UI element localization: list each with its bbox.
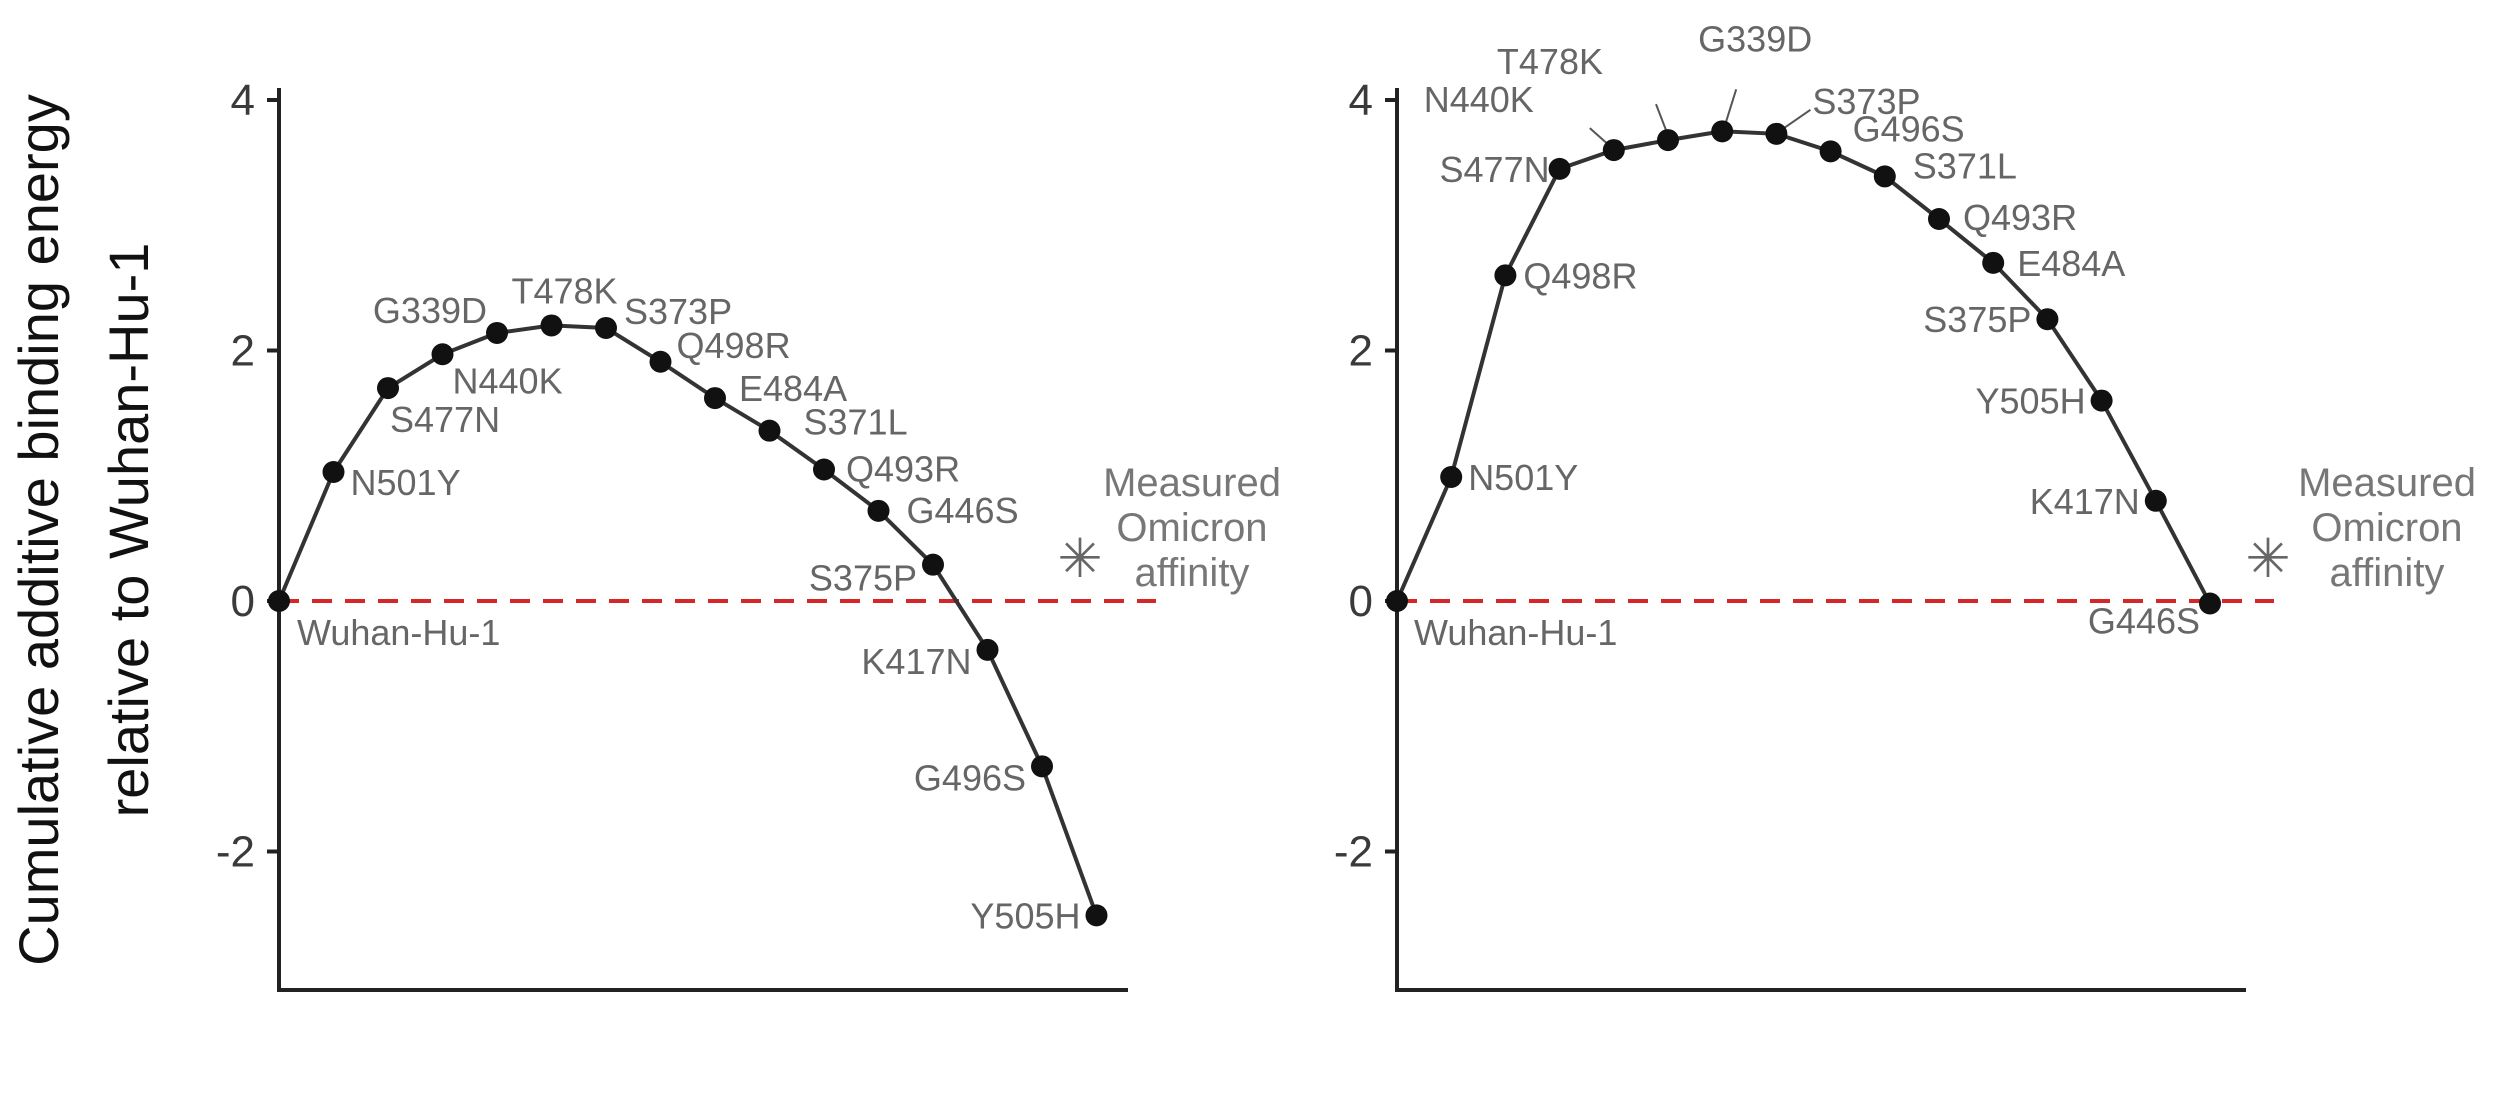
point-label: Q493R [846,448,960,489]
data-point [649,350,672,373]
point-label: G446S [2088,601,2200,642]
measured-affinity-marker: ✳ [1057,529,1102,589]
point-label: Wuhan-Hu-1 [1414,612,1617,653]
y-tick-label: 2 [231,327,255,376]
measured-affinity-label: affinity [1135,551,1250,595]
data-point [595,316,617,339]
point-label: Q498R [677,325,791,366]
data-point [2090,389,2113,412]
point-label: S371L [804,402,908,443]
point-label: S373P [1812,81,1920,122]
point-label: K417N [861,641,971,682]
point-label: S375P [809,558,917,599]
point-label: Wuhan-Hu-1 [297,612,500,653]
point-label: Y505H [1976,381,2086,422]
data-point [1440,466,1463,489]
data-point [1085,904,1108,927]
data-point [1657,129,1679,152]
point-label: N440K [1424,79,1534,120]
measured-affinity-label: Measured [1103,461,1281,505]
data-point [1873,165,1896,188]
point-label: N501Y [1468,457,1578,498]
point-label: S477N [390,399,500,440]
cumulative-energy-line [277,323,1099,917]
measured-affinity-label: Measured [2298,461,2476,505]
point-label: S375P [1923,299,2031,340]
data-point [1031,755,1053,778]
point-label: Q493R [1963,197,2077,238]
data-point [976,638,999,661]
measured-affinity-label: Omicron [1116,506,1267,550]
y-axis-label-line-2: relative to Wuhan-Hu-1 [97,243,160,818]
data-point [2144,489,2167,512]
point-label: S477N [1440,149,1550,190]
data-point [922,553,944,576]
point-label: T478K [512,270,618,311]
data-point [1982,251,2005,274]
panel-right: -2 0 2 4 Wuhan-Hu-1 N501Y Q498R S477N N440KT478K… [1334,18,2476,992]
label-leader-line [1725,89,1738,122]
measured-affinity-label: Omicron [2311,506,2462,550]
label-leader-line [1655,103,1667,131]
label-leader-line [1783,108,1811,129]
data-point [2036,308,2059,331]
data-point [322,460,345,483]
point-label: G496S [1853,108,1965,149]
data-point [1928,207,1950,230]
y-axis-label-line-1: Cumulative additive binding energy [7,94,70,966]
point-label: N501Y [351,462,461,503]
data-point [1819,140,1842,163]
point-label: G446S [907,490,1019,531]
data-point [431,343,454,366]
y-tick-label: -2 [1334,828,1373,877]
point-label: G339D [1698,18,1812,59]
data-point [1494,264,1517,287]
measured-affinity-label: affinity [2330,551,2445,595]
point-label: G496S [914,757,1026,798]
cumulative-energy-line [1395,129,2212,605]
y-tick-label: 2 [1349,327,1373,376]
measured-affinity-marker: ✳ [2245,529,2290,589]
data-point [1548,157,1571,180]
data-point [540,314,563,337]
data-point [813,458,835,481]
point-label: Q498R [1523,255,1637,296]
y-tick-label: 0 [1349,577,1373,626]
data-point [2199,592,2221,615]
point-label: T478K [1497,41,1603,82]
data-point [1602,139,1625,162]
point-label: K417N [2030,481,2140,522]
data-point [377,377,399,400]
y-tick-label: -2 [216,828,255,877]
data-point [1765,122,1788,145]
point-label: S371L [1913,145,2017,186]
data-point [867,499,890,522]
y-tick-label: 4 [231,76,255,125]
data-point [486,321,508,344]
point-label: G339D [373,290,487,331]
y-tick-label: 4 [1349,76,1373,125]
data-point [1711,120,1734,143]
label-leader-line [1589,127,1609,145]
point-label: S373P [624,291,732,332]
point-label: E484A [739,368,847,409]
data-point [704,387,726,410]
point-label: N440K [453,360,563,401]
point-label: E484A [2017,243,2125,284]
data-point [268,590,290,612]
point-label: Y505H [970,895,1080,936]
data-point [758,419,781,442]
data-point [1386,590,1408,612]
y-tick-label: 0 [231,577,255,626]
